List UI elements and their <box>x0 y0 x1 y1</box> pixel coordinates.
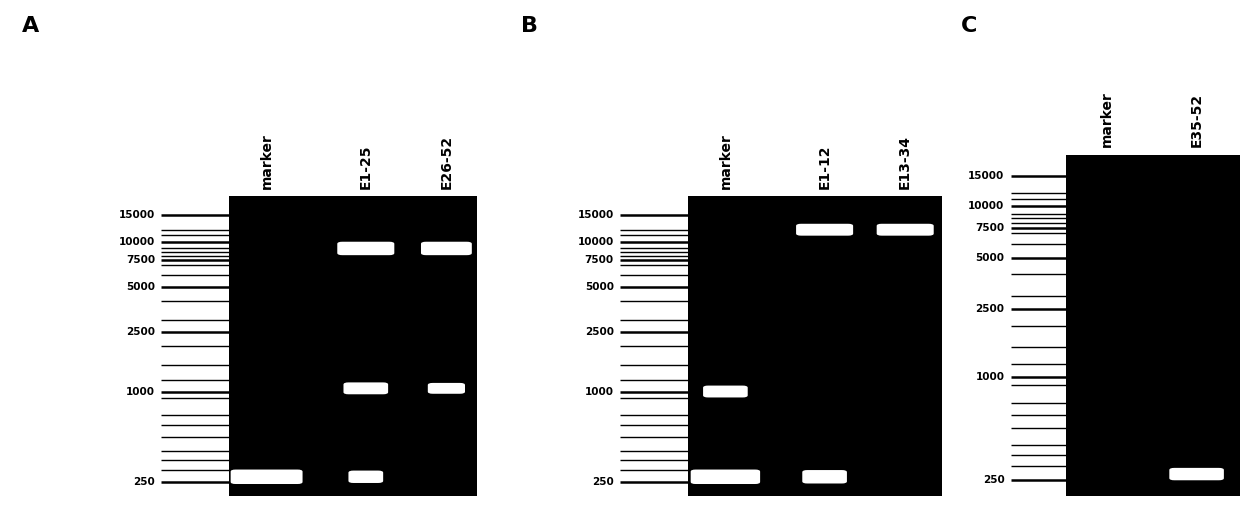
Text: 10000: 10000 <box>968 202 1004 211</box>
Text: 5000: 5000 <box>976 253 1004 263</box>
Text: 5000: 5000 <box>126 282 155 292</box>
Text: E1-12: E1-12 <box>817 144 832 189</box>
Text: 2500: 2500 <box>976 304 1004 314</box>
Text: 15000: 15000 <box>578 210 614 220</box>
Text: 7500: 7500 <box>585 255 614 265</box>
Text: B: B <box>521 16 538 36</box>
Text: 10000: 10000 <box>119 237 155 247</box>
Text: 15000: 15000 <box>968 172 1004 181</box>
Text: 5000: 5000 <box>585 282 614 292</box>
Text: 250: 250 <box>133 477 155 487</box>
Text: 2500: 2500 <box>126 327 155 337</box>
FancyBboxPatch shape <box>428 383 465 394</box>
Text: 7500: 7500 <box>126 255 155 265</box>
Text: E1-25: E1-25 <box>358 144 373 189</box>
FancyBboxPatch shape <box>343 383 388 394</box>
FancyBboxPatch shape <box>1169 468 1224 480</box>
FancyBboxPatch shape <box>796 224 853 236</box>
FancyBboxPatch shape <box>802 470 847 483</box>
Text: 250: 250 <box>982 475 1004 485</box>
FancyBboxPatch shape <box>691 469 760 484</box>
Text: 15000: 15000 <box>119 210 155 220</box>
FancyBboxPatch shape <box>348 470 383 483</box>
FancyBboxPatch shape <box>877 224 934 236</box>
Text: C: C <box>961 16 977 36</box>
Text: marker: marker <box>1100 92 1115 147</box>
Bar <box>229 196 477 496</box>
Text: 2500: 2500 <box>585 327 614 337</box>
Text: 1000: 1000 <box>976 372 1004 382</box>
Bar <box>688 196 942 496</box>
FancyBboxPatch shape <box>420 242 471 255</box>
FancyBboxPatch shape <box>231 469 303 484</box>
Bar <box>1066 155 1240 496</box>
Text: A: A <box>22 16 40 36</box>
Text: 7500: 7500 <box>976 223 1004 233</box>
Text: 10000: 10000 <box>578 237 614 247</box>
Text: 1000: 1000 <box>126 387 155 397</box>
FancyBboxPatch shape <box>337 242 394 255</box>
Text: marker: marker <box>718 133 733 189</box>
Text: 1000: 1000 <box>585 387 614 397</box>
Text: E26-52: E26-52 <box>439 134 454 189</box>
Text: E13-34: E13-34 <box>898 135 913 189</box>
Text: marker: marker <box>259 133 274 189</box>
Text: 250: 250 <box>591 477 614 487</box>
Text: E35-52: E35-52 <box>1189 93 1204 147</box>
FancyBboxPatch shape <box>703 386 748 398</box>
